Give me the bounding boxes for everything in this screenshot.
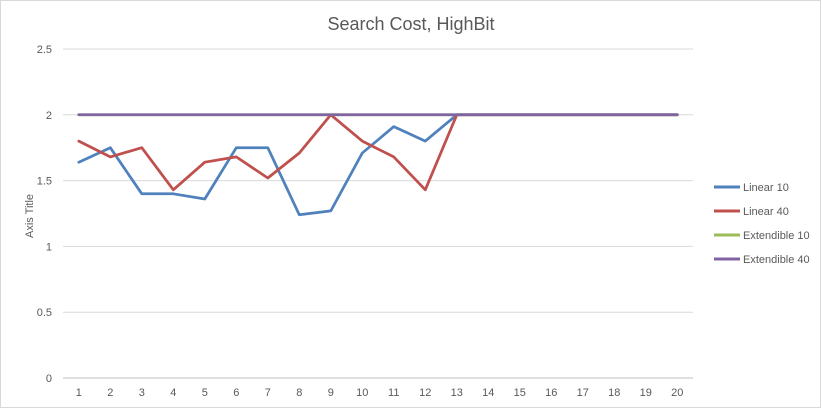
y-tick-label: 0.5 [37, 307, 52, 319]
x-tick-label: 17 [577, 387, 589, 399]
y-tick-label: 2 [46, 110, 52, 122]
x-tick-label: 19 [640, 387, 652, 399]
y-tick-label: 0 [46, 373, 52, 385]
legend-label-extendible-10: Extendible 10 [743, 230, 810, 242]
chart-title: Search Cost, HighBit [327, 14, 495, 34]
legend-label-extendible-40: Extendible 40 [743, 254, 810, 266]
x-tick-label: 15 [514, 387, 526, 399]
series-lines [77, 113, 679, 217]
series-line-linear-40 [77, 113, 679, 192]
x-tick-label: 4 [170, 387, 176, 399]
x-tick-label: 2 [107, 387, 113, 399]
x-tick-label: 3 [139, 387, 145, 399]
legend: Linear 10 Linear 40 Extendible 10 Extendibl… [714, 182, 810, 266]
x-tick-label: 12 [419, 387, 431, 399]
x-tick-label: 16 [545, 387, 557, 399]
y-tick-label: 1 [46, 241, 52, 253]
series-line-linear-10 [77, 113, 679, 217]
x-tick-label: 18 [608, 387, 620, 399]
x-tick-label: 5 [202, 387, 208, 399]
y-tick-label: 2.5 [37, 44, 52, 56]
x-tick-labels: 1 2 3 4 5 6 7 8 9 10 11 12 13 14 15 16 17 18 19 20 [76, 387, 684, 399]
gridlines [63, 48, 693, 379]
y-tick-labels: 0 0.5 1 1.5 2 2.5 [37, 44, 52, 385]
x-tick-label: 1 [76, 387, 82, 399]
x-tick-label: 14 [482, 387, 494, 399]
x-tick-label: 8 [296, 387, 302, 399]
x-tick-label: 10 [356, 387, 368, 399]
x-tick-label: 11 [388, 387, 399, 399]
legend-label-linear-10: Linear 10 [743, 182, 789, 194]
x-tick-label: 9 [328, 387, 334, 399]
x-tick-label: 20 [671, 387, 683, 399]
x-tick-label: 6 [233, 387, 239, 399]
x-tick-label: 7 [265, 387, 271, 399]
x-tick-label: 13 [451, 387, 463, 399]
y-tick-label: 1.5 [37, 176, 52, 188]
legend-label-linear-40: Linear 40 [743, 206, 789, 218]
